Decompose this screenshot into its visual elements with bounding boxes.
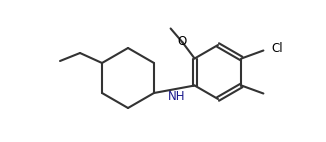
Text: Cl: Cl — [271, 42, 283, 55]
Text: NH: NH — [168, 90, 185, 103]
Text: O: O — [177, 35, 186, 48]
